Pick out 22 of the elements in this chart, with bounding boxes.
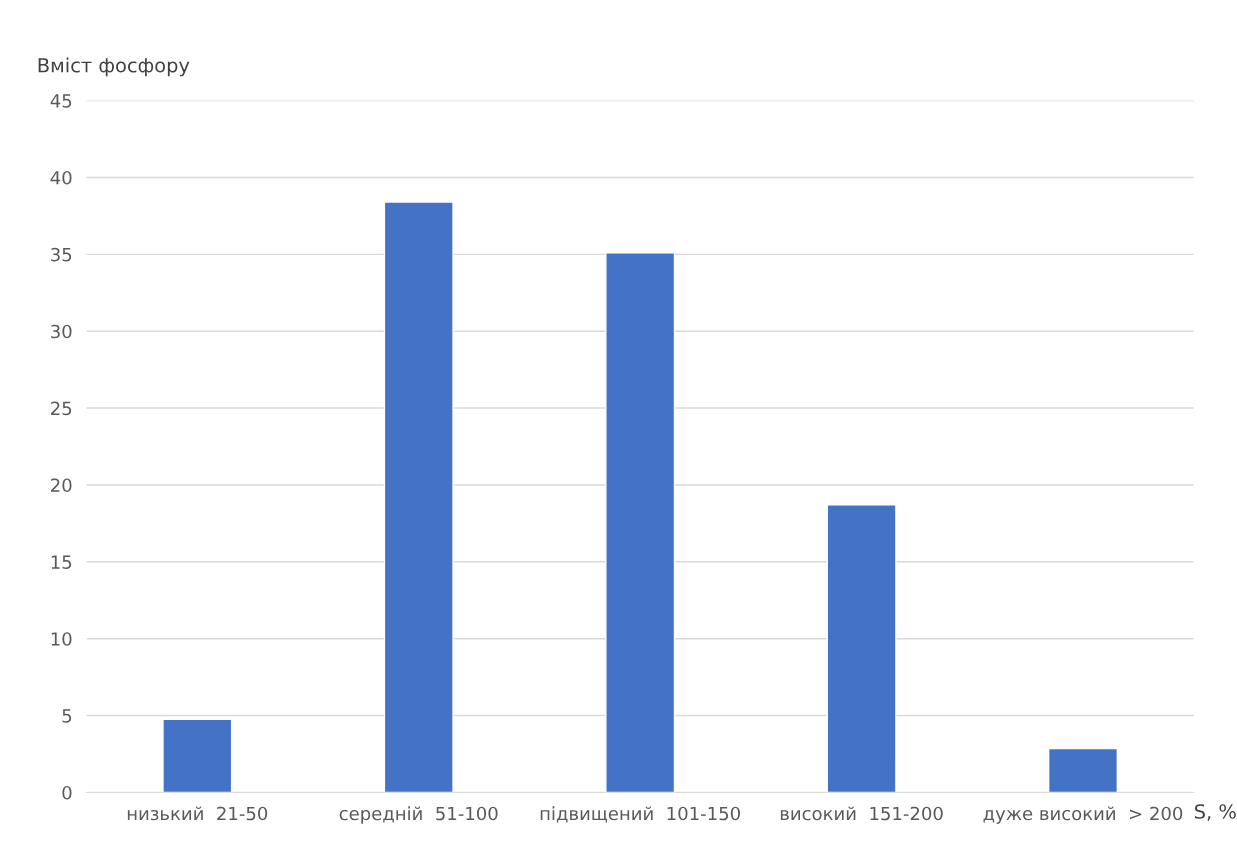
y-tick-label: 5	[62, 709, 72, 723]
bar	[826, 504, 897, 793]
bar	[605, 252, 676, 793]
y-tick-label: 0	[62, 785, 72, 800]
y-tick-label: 40	[50, 170, 72, 185]
x-tick-label: високий 151-200	[780, 806, 943, 821]
y-tick-label: 15	[51, 555, 72, 569]
y-tick-label: 45	[50, 94, 72, 108]
bar	[383, 201, 454, 793]
x-axis-title: S, %	[1194, 804, 1236, 821]
y-axis-title: Вміст фосфору	[38, 57, 190, 77]
y-tick-label: 30	[51, 324, 72, 339]
y-tick-label: 35	[51, 247, 72, 262]
y-tick-label: 10	[51, 632, 72, 646]
y-tick-label: 20	[51, 478, 72, 493]
bar	[162, 718, 233, 793]
y-tick-label: 25	[51, 401, 72, 416]
x-tick-label: дуже високий > 200	[983, 806, 1183, 824]
x-tick-label: середній 51-100	[339, 806, 498, 824]
x-tick-label: підвищений 101-150	[540, 806, 740, 823]
bar	[1047, 747, 1119, 793]
x-tick-label: низький 21-50	[127, 806, 268, 821]
